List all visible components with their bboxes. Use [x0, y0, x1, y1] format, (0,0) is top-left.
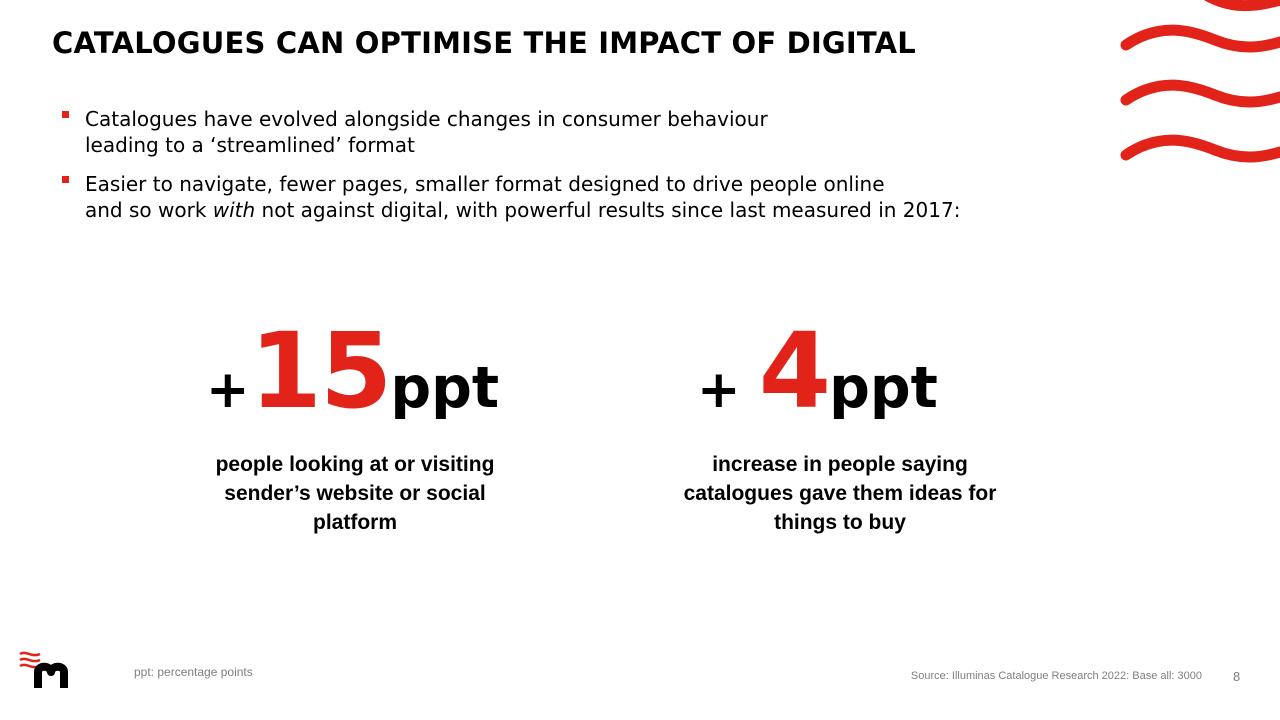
stat-caption-website-visits: people looking at or visiting sender’s w…	[215, 453, 495, 534]
stat-website-visits: +15ppt	[206, 310, 499, 432]
stat-plus-sign: +	[206, 360, 250, 420]
bullet-square-icon	[62, 176, 69, 183]
bullet-text-line: Easier to navigate, fewer pages, smaller…	[85, 172, 885, 196]
source-citation: Source: Illuminas Catalogue Research 202…	[910, 670, 1202, 682]
bullet-text-line: and so work with not against digital, wi…	[85, 197, 962, 223]
bullet-text-line: Catalogues have evolved alongside change…	[85, 107, 768, 131]
bullet-emphasis: with	[212, 198, 256, 222]
bullet-item: Easier to navigate, fewer pages, smaller…	[62, 171, 962, 223]
bullet-text-segment: and so work	[85, 198, 213, 222]
stat-number: 15	[249, 310, 393, 432]
red-waves-decoration-icon	[1120, 0, 1280, 163]
bullet-text-segment: not against digital, with powerful resul…	[255, 198, 961, 222]
stat-ideas: + 4ppt	[697, 310, 938, 432]
bullet-text-line: leading to a ‘streamlined’ format	[85, 133, 415, 157]
stat-number: 4	[758, 310, 831, 432]
stat-caption-ideas: increase in people saying catalogues gav…	[683, 453, 997, 534]
bullet-square-icon	[62, 111, 69, 118]
stat-unit: ppt	[390, 355, 500, 421]
footnote: ppt: percentage points	[134, 665, 253, 679]
bullet-item: Catalogues have evolved alongside change…	[62, 106, 962, 158]
m-logo-icon	[19, 651, 68, 688]
page-number: 8	[1233, 669, 1241, 684]
slide-title: CATALOGUES CAN OPTIMISE THE IMPACT OF DI…	[52, 26, 916, 60]
stat-unit: ppt	[829, 355, 938, 421]
bullet-list: Catalogues have evolved alongside change…	[62, 106, 962, 236]
stat-plus-sign: +	[697, 360, 759, 420]
